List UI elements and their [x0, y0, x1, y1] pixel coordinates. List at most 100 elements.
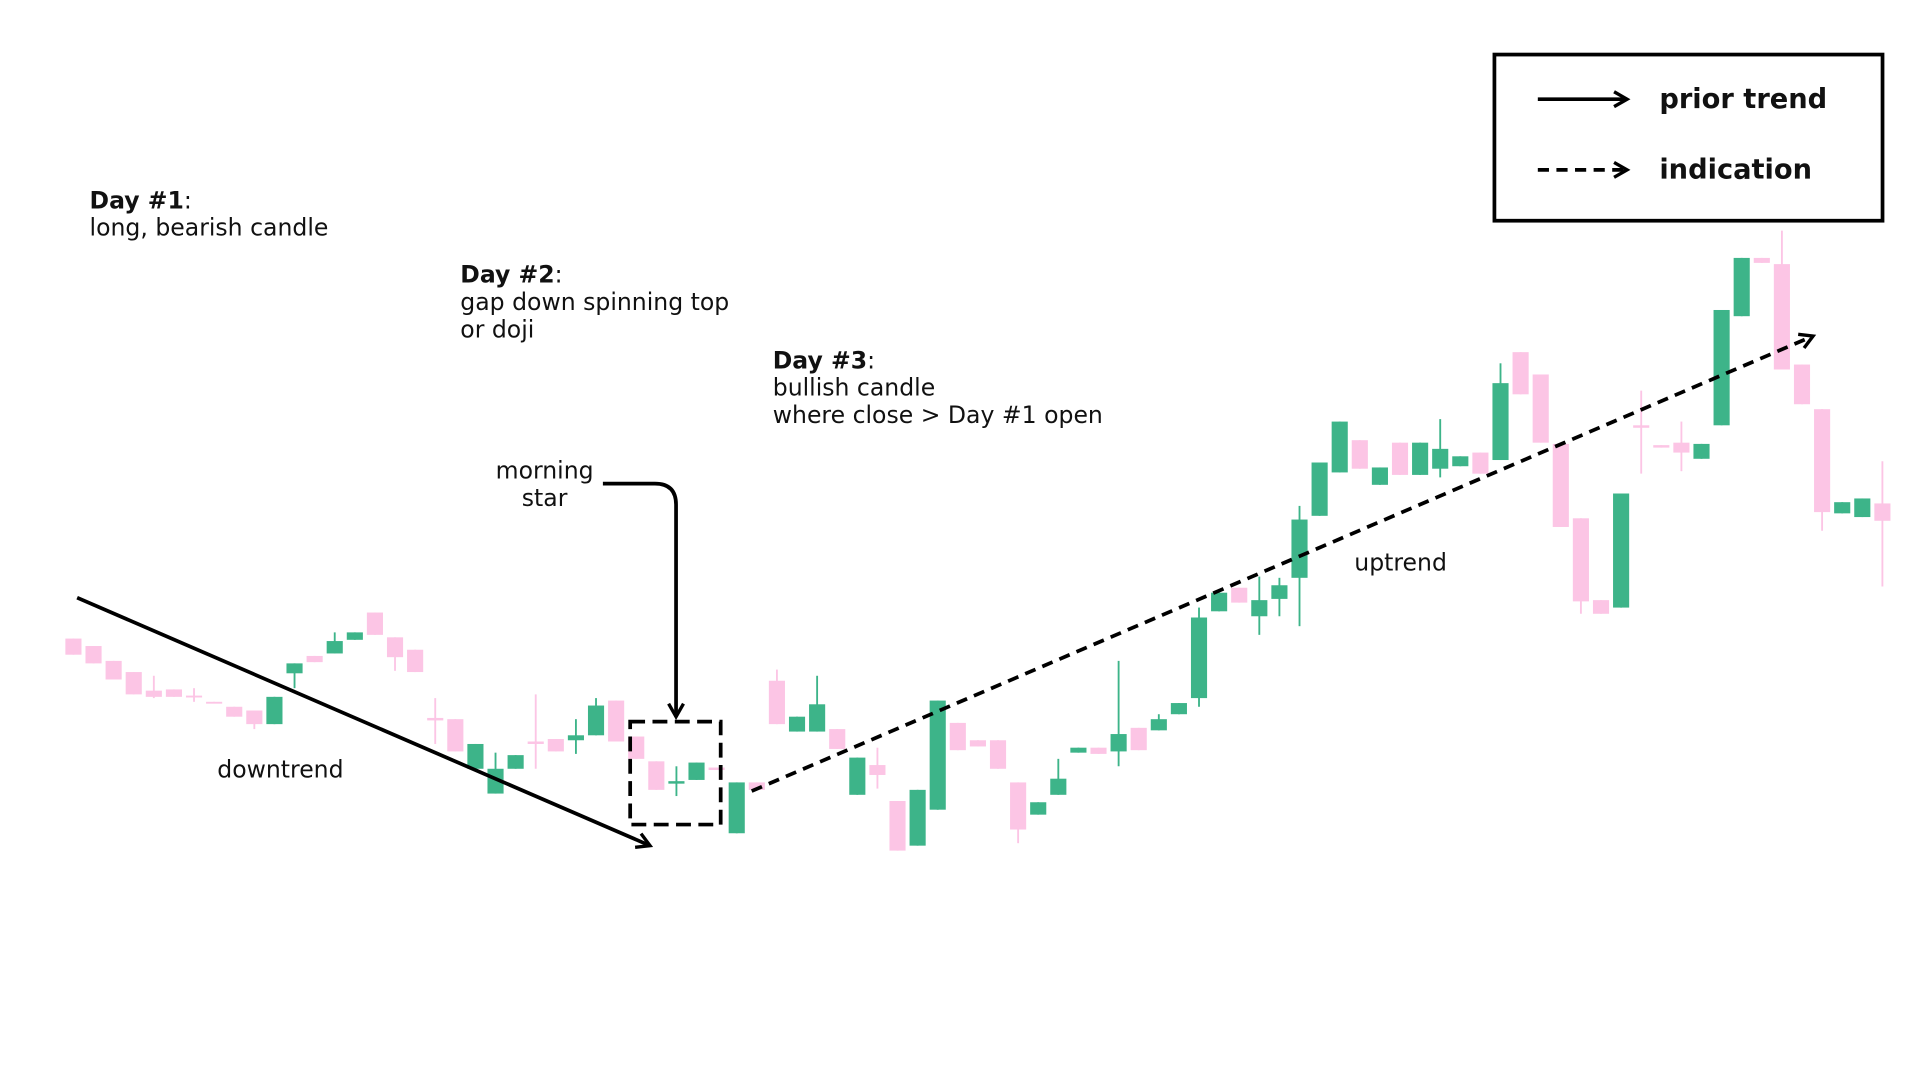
- candle-body: [1170, 703, 1187, 715]
- candle-body: [1331, 421, 1348, 473]
- candle-body: [949, 722, 966, 751]
- candle-body: [849, 757, 866, 795]
- candle-body: [989, 740, 1007, 769]
- candle-body: [1773, 264, 1790, 370]
- annotation-text: long, bearish candle: [90, 214, 329, 242]
- candle-body: [346, 632, 363, 640]
- legend-label: prior trend: [1659, 84, 1827, 115]
- candle-body: [869, 765, 886, 775]
- candle-body: [1814, 409, 1831, 513]
- candle-body: [688, 762, 705, 780]
- candle-body: [768, 680, 785, 725]
- candle-body: [567, 735, 584, 741]
- candle-body: [266, 696, 283, 725]
- pattern-box: [628, 719, 723, 827]
- candle-body: [1110, 734, 1127, 752]
- annotation-heading: Day #2:: [460, 261, 562, 289]
- candle-body: [1753, 257, 1770, 263]
- candle-body: [1150, 719, 1167, 731]
- legend: prior trend indication: [1537, 84, 1827, 186]
- candle-body: [206, 701, 223, 704]
- candle-body: [467, 743, 484, 769]
- candle-body: [1512, 352, 1529, 395]
- candle-body: [1412, 442, 1429, 475]
- annotation-heading: Day #1:: [90, 186, 192, 214]
- annotation-text: bullish candle: [773, 374, 935, 402]
- candle-body: [1432, 448, 1449, 469]
- candle-body: [65, 638, 82, 655]
- candle-body: [1834, 502, 1851, 514]
- candle-body: [748, 782, 765, 790]
- annotation-text: or doji: [460, 315, 534, 343]
- trend-label: downtrend: [217, 755, 343, 783]
- candle-body: [1713, 309, 1730, 426]
- uptrend-arrow: [750, 332, 1817, 793]
- candle-body: [1391, 442, 1409, 475]
- candle-body: [145, 690, 162, 697]
- candle-body: [1492, 383, 1509, 461]
- candle-body: [165, 689, 182, 697]
- candle-body: [728, 782, 745, 834]
- candle-body: [1351, 440, 1368, 469]
- candle-body: [829, 729, 846, 749]
- candle-body: [286, 663, 303, 674]
- candle-body: [1211, 592, 1228, 612]
- candle-body: [1653, 445, 1670, 448]
- candle-body: [1633, 425, 1650, 428]
- pattern-label: star: [522, 484, 568, 512]
- candle-body: [708, 767, 725, 771]
- candle-body: [1190, 617, 1208, 699]
- candle-body: [1090, 747, 1107, 754]
- candle-body: [1572, 518, 1589, 602]
- annotation-label: Day #1: [90, 186, 184, 214]
- candle-body: [1050, 778, 1067, 795]
- candle-body: [1291, 519, 1308, 578]
- candle-body: [85, 646, 102, 664]
- candle-body: [788, 716, 806, 732]
- annotation-delimiter: :: [555, 261, 563, 289]
- candle-body: [1793, 364, 1811, 405]
- candle-body: [1472, 452, 1489, 474]
- pattern-label: morning: [496, 457, 594, 485]
- candle-body: [507, 755, 524, 769]
- candle-body: [125, 672, 142, 695]
- candle-body: [246, 710, 263, 725]
- candle-body: [547, 739, 564, 752]
- candle-body: [1251, 600, 1268, 617]
- annotation-label: Day #2: [460, 261, 554, 289]
- candle-body: [1552, 443, 1569, 527]
- candle-body: [1070, 747, 1087, 753]
- trend-label: uptrend: [1354, 548, 1447, 576]
- legend-label: indication: [1659, 155, 1812, 186]
- candle-body: [487, 768, 504, 794]
- candle-body: [1452, 456, 1469, 467]
- candle-body: [929, 700, 946, 810]
- candle-body: [1311, 462, 1328, 516]
- candle-body: [1854, 498, 1871, 518]
- candle-body: [1693, 443, 1710, 459]
- annotation-delimiter: :: [867, 346, 875, 374]
- downtrend-arrow: [76, 595, 654, 849]
- candle-body: [628, 736, 645, 759]
- candle-body: [1733, 257, 1750, 317]
- candle-body: [386, 637, 404, 658]
- candle-body: [1532, 374, 1549, 443]
- candle-body: [608, 700, 625, 742]
- legend-box: [1492, 52, 1885, 223]
- candle-body: [407, 649, 424, 673]
- candle-body: [447, 719, 464, 752]
- annotation-label: Day #3: [773, 346, 867, 374]
- candle-body: [1231, 587, 1248, 603]
- candle-body: [1271, 585, 1288, 599]
- candle-body: [1030, 802, 1047, 815]
- candle-body: [648, 761, 665, 790]
- pattern-pointer: [602, 481, 685, 721]
- annotation-heading: Day #3:: [773, 346, 875, 374]
- candle-body: [1874, 503, 1891, 521]
- candle-body: [909, 789, 926, 846]
- annotation-delimiter: :: [184, 186, 192, 214]
